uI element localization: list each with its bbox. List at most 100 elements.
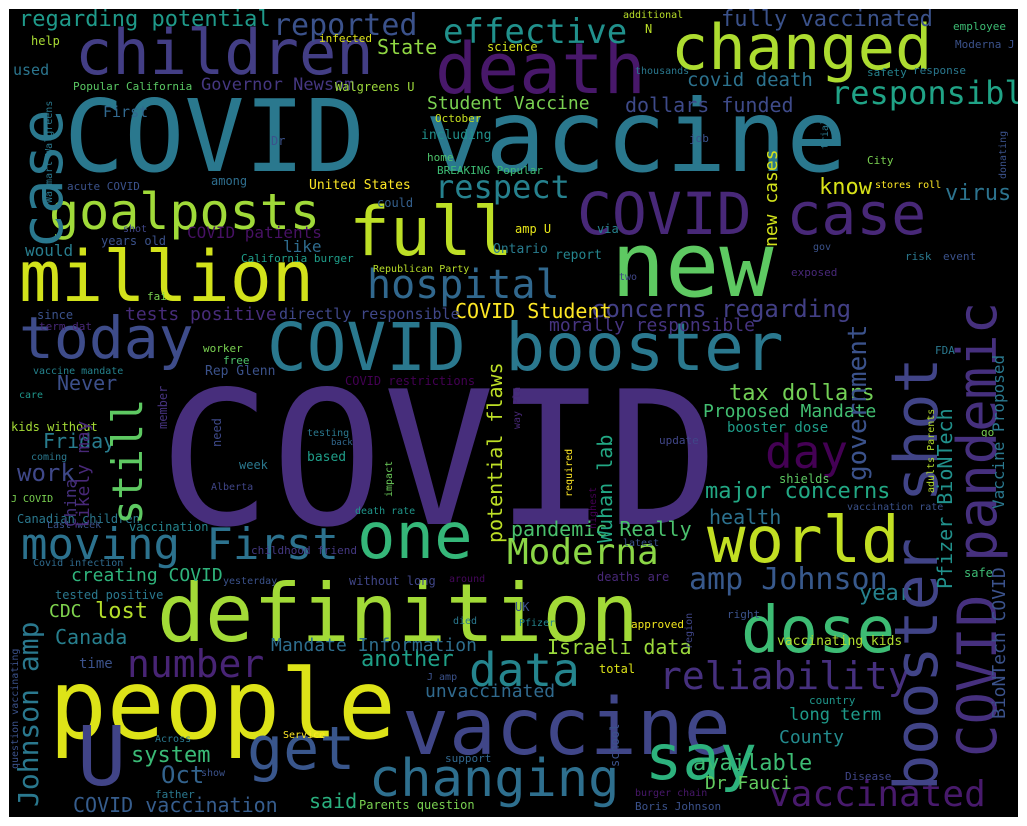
cloud-word: like <box>283 237 322 256</box>
cloud-word: vaccine mandate <box>33 366 124 377</box>
word-cloud: COVID COVID vaccine people definition va… <box>9 9 1018 817</box>
cloud-word: COVID restrictions <box>345 374 476 388</box>
cloud-word: Dr Fauci <box>705 773 792 794</box>
cloud-word: Student Vaccine <box>427 93 590 114</box>
cloud-word: booster dose <box>727 420 829 436</box>
cloud-word: event <box>943 250 977 263</box>
cloud-word: million <box>19 236 315 318</box>
cloud-word: safe <box>964 566 993 580</box>
cloud-word: back <box>331 438 353 448</box>
cloud-word: response <box>913 64 966 77</box>
cloud-word: died <box>453 616 478 627</box>
cloud-word: thousands <box>635 66 690 77</box>
cloud-word: worker <box>203 342 243 355</box>
cloud-word: FDA <box>935 344 955 357</box>
cloud-word: Ontario <box>493 242 548 257</box>
cloud-word: day <box>765 425 849 479</box>
cloud-word: reliability <box>659 654 911 698</box>
cloud-word: Oct <box>161 761 205 789</box>
cloud-word: right <box>727 608 761 621</box>
cloud-word: covid death <box>687 69 813 91</box>
cloud-word: update <box>659 434 699 447</box>
cloud-word: case <box>9 109 76 249</box>
cloud-word: two <box>619 272 638 283</box>
cloud-word: deaths are <box>597 570 670 584</box>
cloud-word: COVID Student <box>455 299 612 323</box>
cloud-word: job <box>689 132 709 145</box>
cloud-word: CDC <box>49 601 82 622</box>
cloud-word: said <box>309 789 358 813</box>
cloud-word: acute COVID <box>67 180 140 193</box>
cloud-word: without long <box>349 574 436 588</box>
cloud-word: way Pla <box>512 386 523 429</box>
cloud-word: potential flaws <box>483 362 507 543</box>
cloud-word: need <box>210 418 224 447</box>
cloud-word: shields <box>779 472 830 486</box>
cloud-word: including <box>421 128 492 143</box>
cloud-word: burger chain <box>635 788 708 799</box>
cloud-word: unvaccinated <box>425 681 556 702</box>
cloud-word: moving First <box>21 519 339 570</box>
cloud-word: world <box>707 504 900 578</box>
cloud-word: fai <box>147 290 167 303</box>
cloud-word: impact <box>384 460 395 497</box>
cloud-word: effective <box>443 12 628 52</box>
cloud-word: Governor Newsom <box>201 75 355 95</box>
cloud-word: COVID <box>159 351 719 568</box>
cloud-word: reported <box>273 9 418 43</box>
cloud-word: Moderna <box>507 532 659 573</box>
cloud-word: virus <box>945 181 1012 206</box>
cloud-word: Across <box>155 734 192 745</box>
cloud-word: people <box>49 649 396 761</box>
cloud-word: tests positive <box>125 304 277 325</box>
cloud-word: regarding potential <box>19 9 271 32</box>
cloud-word: State <box>377 35 438 59</box>
cloud-word: changing <box>369 749 620 809</box>
cloud-word: additional <box>623 10 684 21</box>
cloud-word: lost <box>95 599 148 624</box>
cloud-word: vaccination <box>129 520 209 534</box>
cloud-word: system <box>131 743 211 768</box>
cloud-word: among <box>211 174 248 188</box>
cloud-word: Moderna J <box>955 38 1015 51</box>
cloud-word: question vaccinating <box>10 648 21 769</box>
cloud-word: father <box>155 788 195 801</box>
cloud-word: government <box>843 324 873 481</box>
cloud-word: region <box>684 612 695 649</box>
cloud-word: highest <box>588 486 599 529</box>
cloud-word: work <box>17 459 75 487</box>
cloud-word: Pfizer <box>519 618 556 629</box>
cloud-word: country <box>809 694 856 707</box>
cloud-word: Israeli data <box>547 635 692 659</box>
cloud-word: Alberta <box>211 482 254 493</box>
cloud-word: definition <box>157 567 639 660</box>
cloud-word: fully vaccinated <box>721 9 933 32</box>
cloud-word: shot <box>123 224 148 235</box>
cloud-word: employee <box>953 20 1006 33</box>
cloud-word: week <box>239 458 268 472</box>
cloud-word: full <box>349 193 513 272</box>
cloud-word: donating <box>998 130 1009 179</box>
cloud-word: morally responsible <box>549 315 755 336</box>
cloud-word: First <box>103 103 149 121</box>
cloud-word: Walgreens U <box>335 80 415 94</box>
cloud-word: care <box>19 390 44 401</box>
cloud-word: years old <box>101 234 167 248</box>
cloud-word: know <box>819 175 872 200</box>
cloud-word: used <box>13 61 50 79</box>
cloud-word: Pfizer BioNTech <box>933 408 957 589</box>
cloud-word: COVID vaccination <box>73 793 278 817</box>
cloud-word: Disease <box>845 770 892 783</box>
cloud-word: support <box>445 752 492 765</box>
cloud-word: adults Parents <box>926 408 937 493</box>
cloud-word: COVID patients <box>187 223 322 242</box>
cloud-word: vaccinating kids <box>777 634 903 649</box>
cloud-word: data <box>469 643 580 697</box>
cloud-word: Walmart Walgreens <box>44 100 55 203</box>
cloud-word: show <box>201 768 226 779</box>
cloud-word: Popular California <box>73 80 193 93</box>
cloud-word: help <box>31 34 60 48</box>
cloud-word: Covid infection <box>33 558 124 569</box>
cloud-word: pandemic Really <box>511 517 692 541</box>
cloud-word: kids without <box>11 420 98 434</box>
